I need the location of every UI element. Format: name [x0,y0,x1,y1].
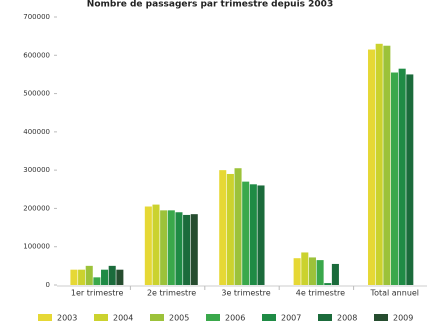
bar [183,214,191,285]
bar [324,283,332,285]
bar [308,257,316,285]
legend-swatch [206,314,220,321]
bar [301,252,309,285]
bar [383,45,391,285]
bar [242,181,250,285]
x-tick-label: 2e trimestre [147,289,196,298]
y-tick-label: 0 [46,281,50,289]
bar [70,269,78,285]
y-tick-label: 200000 [23,204,50,212]
legend-swatch [374,314,388,321]
y-tick-label: 100000 [23,243,50,251]
legend-swatch [94,314,108,321]
bar [316,260,324,285]
bar [152,204,160,285]
legend-label: 2007 [281,314,301,323]
x-tick-label: 3e trimestre [221,289,270,298]
x-tick-label: Total annuel [370,289,419,298]
bar [78,269,86,285]
legend-swatch [262,314,276,321]
bar [406,74,414,285]
y-tick-label: 400000 [23,128,50,136]
bar [160,210,168,285]
legend-label: 2008 [337,314,357,323]
bar [390,72,399,285]
bar [167,210,175,285]
bar [293,258,301,285]
bar [116,269,124,285]
bar [257,185,265,285]
x-tick-label: 4e trimestre [296,289,345,298]
bar [175,212,183,285]
legend-label: 2004 [113,314,133,323]
legend-swatch [38,314,52,321]
y-tick-label: 600000 [23,51,50,59]
bar [190,214,198,285]
legend-label: 2006 [225,314,245,323]
bar [144,206,152,285]
bar [249,184,257,285]
legend-label: 2009 [393,314,413,323]
bar [375,43,383,285]
y-tick-label: 700000 [23,13,50,21]
legend-swatch [318,314,332,321]
x-tick-label: 1er trimestre [71,289,124,298]
bar [331,263,339,285]
legend-label: 2003 [57,314,77,323]
y-tick-label: 300000 [23,166,50,174]
bar [234,168,242,285]
bar [108,265,116,285]
bar [398,68,406,285]
bar [226,173,234,285]
bar [93,277,101,285]
bar [368,49,376,285]
bar [101,269,109,285]
legend-label: 2005 [169,314,189,323]
bar [219,170,227,285]
y-tick-label: 500000 [23,90,50,98]
legend-swatch [150,314,164,321]
bar [85,265,93,285]
chart-title: Nombre de passagers par trimestre depuis… [87,0,333,10]
